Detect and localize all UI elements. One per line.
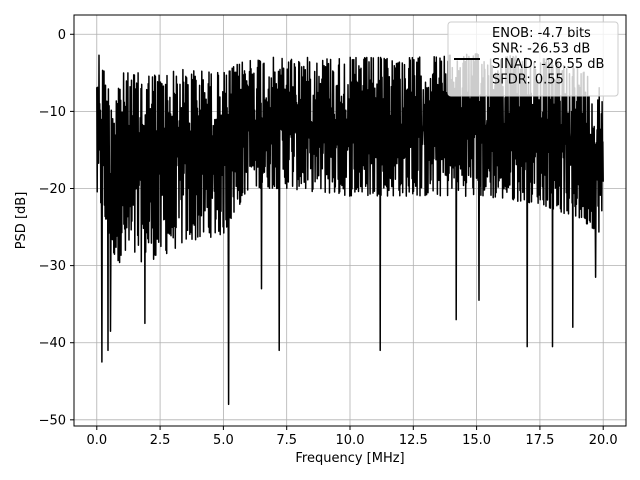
x-tick-label: 17.5 xyxy=(525,433,554,448)
y-tick-label: −30 xyxy=(39,259,66,274)
x-tick-label: 0.0 xyxy=(86,433,107,448)
psd-series xyxy=(96,52,604,406)
y-tick-label: −20 xyxy=(39,182,66,197)
legend-entry-snr: SNR: -26.53 dB xyxy=(492,42,590,57)
x-tick-label: 7.5 xyxy=(276,433,297,448)
x-tick-label: 12.5 xyxy=(399,433,428,448)
axis-ticks: 0.0 2.5 5.0 7.5 10.0 12.5 15.0 17.5 20.0 0 −10 −20 −… xyxy=(39,28,618,448)
legend: ENOB: -4.7 bits SNR: -26.53 dB SINAD: -2… xyxy=(447,21,619,97)
y-tick-label: −40 xyxy=(39,336,66,351)
x-tick-label: 5.0 xyxy=(213,433,234,448)
x-axis-label: Frequency [MHz] xyxy=(295,451,404,466)
legend-box xyxy=(447,21,619,97)
legend-entry-sfdr: SFDR: 0.55 xyxy=(492,73,564,88)
x-tick-label: 10.0 xyxy=(336,433,365,448)
psd-line xyxy=(96,52,604,406)
y-axis-label: PSD [dB] xyxy=(14,192,29,250)
legend-entry-enob: ENOB: -4.7 bits xyxy=(492,26,591,41)
x-tick-label: 2.5 xyxy=(150,433,171,448)
y-tick-label: −50 xyxy=(39,413,66,428)
x-tick-label: 15.0 xyxy=(462,433,491,448)
x-tick-label: 20.0 xyxy=(589,433,618,448)
y-tick-label: 0 xyxy=(58,28,66,43)
y-tick-label: −10 xyxy=(39,105,66,120)
legend-entry-sinad: SINAD: -26.55 dB xyxy=(492,57,604,72)
